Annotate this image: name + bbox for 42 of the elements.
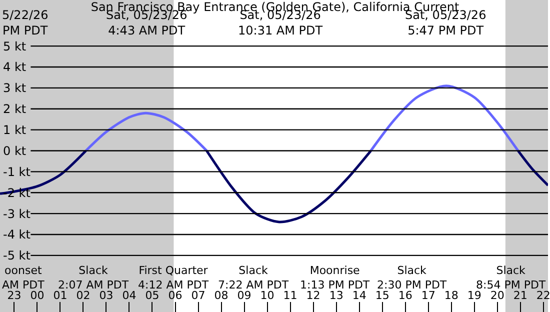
y-tick-label: -3 kt <box>3 206 31 221</box>
x-tick-label: 19 <box>467 289 482 302</box>
annotation: Moonrise 1:13 PM PDT <box>300 264 370 292</box>
y-tick-label: -5 kt <box>3 248 31 263</box>
x-tick-label: 09 <box>237 289 252 302</box>
x-tick-label: 21 <box>513 289 528 302</box>
annotation: Slack 7:22 AM PDT <box>218 264 289 292</box>
annotation: Slack 2:07 AM PDT <box>58 264 129 292</box>
x-tick-label: 14 <box>352 289 366 302</box>
annotation: oonset AM PDT <box>2 264 45 292</box>
x-tick-label: 20 <box>490 289 504 302</box>
y-tick-label: 1 kt <box>3 123 26 138</box>
x-tick-label: 10 <box>260 289 274 302</box>
x-tick-label: 01 <box>53 289 68 302</box>
x-tick-label: 11 <box>283 289 298 302</box>
x-tick-label: 22 <box>536 289 550 302</box>
x-tick-label: 12 <box>306 289 320 302</box>
x-tick-label: 03 <box>99 289 114 302</box>
annotation: Slack 2:30 PM PDT <box>377 264 447 292</box>
annotation: First Quarter 4:12 AM PDT <box>138 264 209 292</box>
x-tick-label: 07 <box>191 289 206 302</box>
x-tick-label: 13 <box>329 289 344 302</box>
y-tick-label: 2 kt <box>3 102 26 116</box>
x-tick-label: 17 <box>421 289 436 302</box>
y-tick-label: 4 kt <box>3 60 26 74</box>
x-tick-label: 04 <box>122 289 136 302</box>
x-tick-label: 15 <box>375 289 390 302</box>
y-tick-label: 5 kt <box>3 39 26 54</box>
x-tick-label: 23 <box>7 289 22 302</box>
annotation: 5/22/26 PM PDT <box>2 8 48 38</box>
y-tick-label: -1 kt <box>3 164 31 179</box>
y-tick-label: 3 kt <box>3 81 26 96</box>
x-tick-label: 02 <box>76 289 90 302</box>
x-tick-label: 18 <box>444 289 458 302</box>
x-tick-label: 05 <box>145 289 160 302</box>
y-tick-label: 0 kt <box>3 144 26 158</box>
x-tick-label: 08 <box>214 289 228 302</box>
y-tick-label: -4 kt <box>3 228 31 242</box>
x-tick-label: 16 <box>398 289 412 302</box>
annotation: Slack 8:54 PM PDT <box>476 264 546 292</box>
x-tick-label: 06 <box>168 289 182 302</box>
x-tick-label: 00 <box>30 289 44 302</box>
